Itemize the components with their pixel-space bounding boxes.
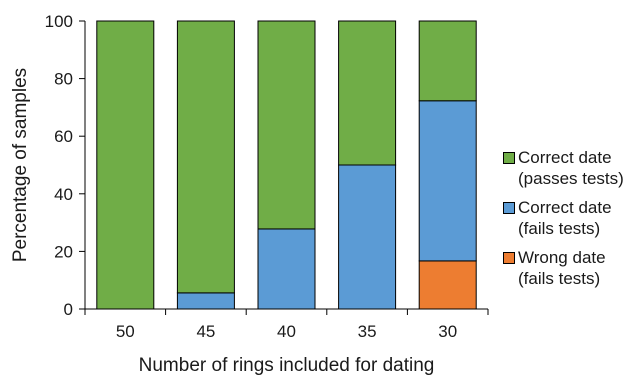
legend-item-correct-passes: Correct date (passes tests): [503, 147, 637, 189]
y-tick-label: 60: [54, 127, 73, 146]
bar-segment: [176, 292, 235, 310]
x-tick-label: 35: [358, 322, 377, 341]
legend: Correct date (passes tests) Correct date…: [503, 147, 637, 297]
x-tick-label: 30: [438, 322, 457, 341]
legend-label-line1: Correct date: [518, 148, 612, 167]
legend-swatch-blue: [503, 202, 515, 214]
bar-segment: [418, 100, 477, 262]
bar-segment: [338, 20, 397, 166]
legend-item-wrong-fails: Wrong date (fails tests): [503, 247, 637, 289]
bars-layer: [96, 20, 477, 310]
x-ticks: 50 45 40 35 30: [84, 309, 489, 341]
bar-segment: [418, 20, 477, 102]
legend-label-line1: Wrong date: [518, 248, 606, 267]
y-axis-title: Percentage of samples: [10, 68, 31, 262]
legend-item-correct-fails: Correct date (fails tests): [503, 197, 637, 239]
bar-segment: [257, 228, 316, 310]
legend-label-line2: (passes tests): [518, 169, 624, 188]
bar-segment: [418, 260, 477, 310]
legend-label-line2: (fails tests): [518, 269, 601, 288]
y-tick-label: 40: [54, 185, 73, 204]
y-tick-label: 20: [54, 242, 73, 261]
bar-segment: [338, 164, 397, 310]
x-tick-label: 45: [196, 322, 215, 341]
y-ticks: 0 20 40 60 80 100: [45, 12, 85, 319]
x-tick-label: 50: [116, 322, 135, 341]
y-tick-label: 0: [64, 300, 73, 319]
axes-layer: [84, 21, 488, 310]
x-tick-label: 40: [277, 322, 296, 341]
legend-label-line1: Correct date: [518, 198, 612, 217]
bar-segment: [96, 20, 155, 310]
y-tick-label: 80: [54, 70, 73, 89]
x-axis-title: Number of rings included for dating: [139, 355, 435, 376]
bar-segment: [257, 20, 316, 230]
legend-swatch-green: [503, 152, 515, 164]
y-tick-label: 100: [45, 12, 73, 31]
bar-segment: [176, 20, 235, 294]
legend-label-line2: (fails tests): [518, 219, 601, 238]
legend-swatch-orange: [503, 252, 515, 264]
